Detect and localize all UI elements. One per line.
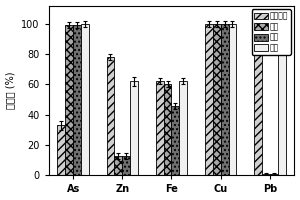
Bar	[81, 24, 89, 175]
Bar	[213, 24, 221, 175]
Bar	[229, 24, 236, 175]
Bar	[262, 174, 270, 175]
Legend: 氢氧化钓, 硫酸, 盐酸, 硝酸: 氢氧化钓, 硫酸, 盐酸, 硝酸	[251, 9, 291, 55]
Bar	[156, 81, 164, 175]
Bar	[106, 57, 114, 175]
Bar	[270, 174, 278, 175]
Bar	[278, 24, 286, 175]
Y-axis label: 浸出率 (%): 浸出率 (%)	[6, 72, 16, 109]
Bar	[130, 81, 138, 175]
Bar	[172, 106, 179, 175]
Bar	[205, 24, 213, 175]
Bar	[114, 156, 122, 175]
Bar	[179, 81, 187, 175]
Bar	[221, 24, 229, 175]
Bar	[122, 156, 130, 175]
Bar	[57, 125, 65, 175]
Bar	[73, 25, 81, 175]
Bar	[164, 84, 172, 175]
Bar	[65, 25, 73, 175]
Bar	[254, 24, 262, 175]
